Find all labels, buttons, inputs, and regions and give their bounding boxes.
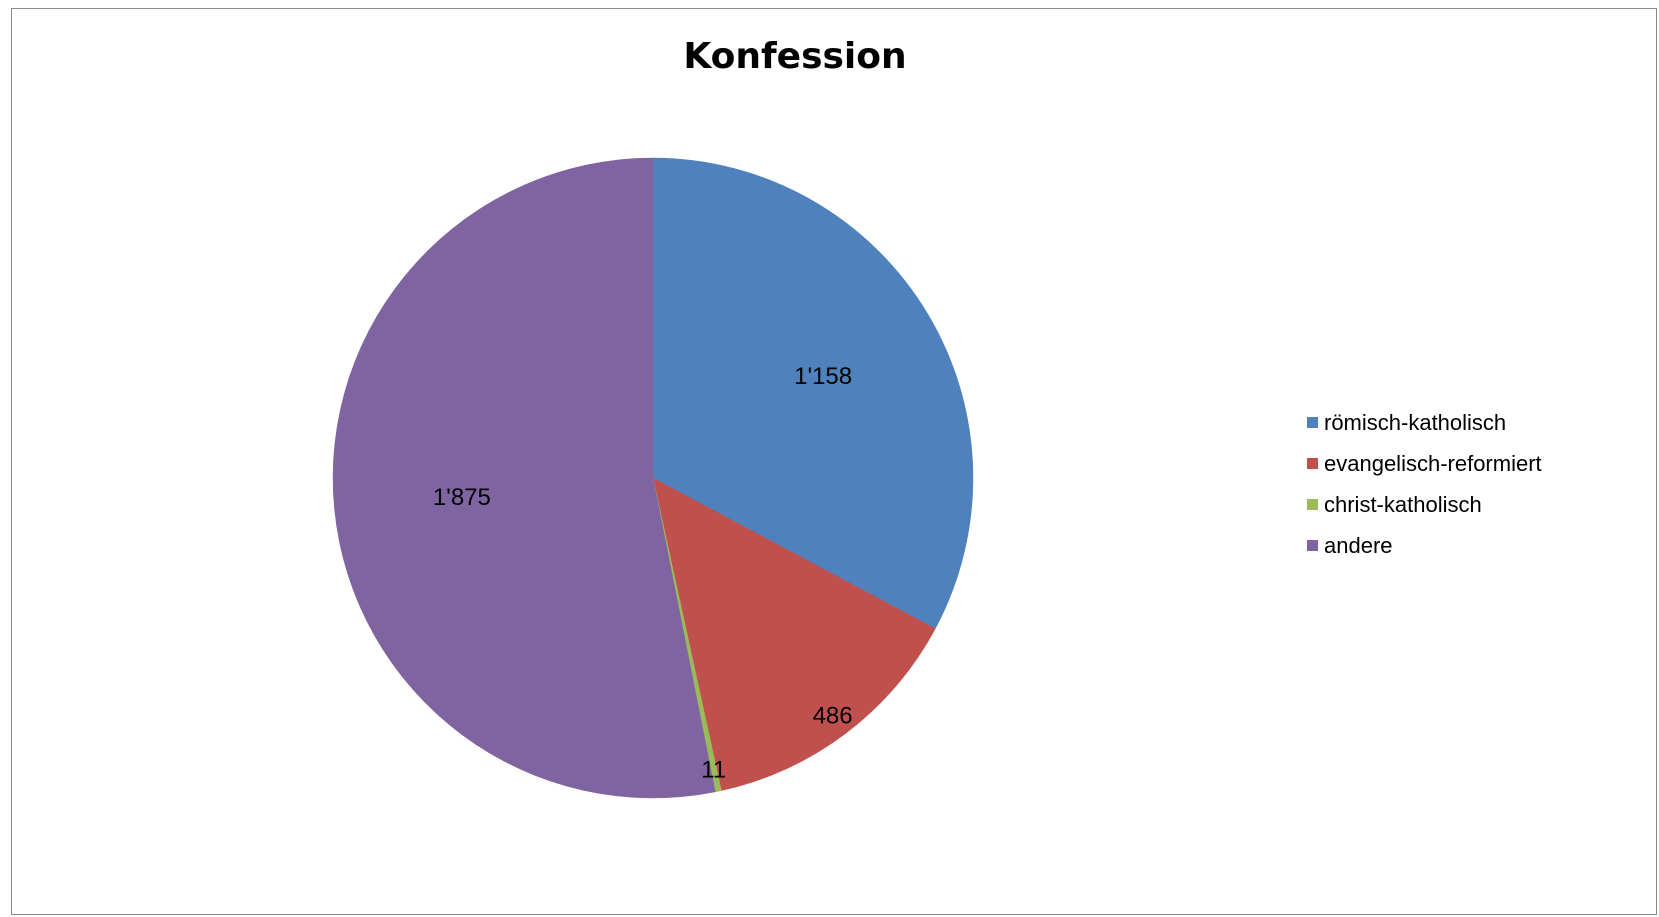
legend-swatch <box>1307 458 1318 469</box>
legend-swatch <box>1307 499 1318 510</box>
legend-label: evangelisch-reformiert <box>1324 450 1542 476</box>
pie-slice-1 <box>652 157 974 630</box>
pie-slices <box>332 157 974 799</box>
legend-label: andere <box>1324 532 1393 558</box>
legend-label: römisch-katholisch <box>1324 409 1507 435</box>
legend-swatch <box>1307 417 1318 428</box>
legend-swatch <box>1307 540 1318 551</box>
legend-item: christ-katholisch <box>1307 484 1542 525</box>
legend: römisch-katholisch evangelisch-reformiert… <box>1307 402 1542 566</box>
pie-data-labels: 1'158 486 11 1'875 <box>433 363 853 783</box>
data-label-2: 486 <box>813 702 853 729</box>
legend-item: evangelisch-reformiert <box>1307 443 1542 484</box>
data-label-3: 11 <box>701 756 726 783</box>
chart-title: Konfession <box>683 36 907 77</box>
data-label-1: 1'158 <box>794 363 852 390</box>
legend-label: christ-katholisch <box>1324 491 1482 517</box>
legend-item: andere <box>1307 525 1542 566</box>
pie-slice-4 <box>332 157 716 799</box>
legend-item: römisch-katholisch <box>1307 402 1542 443</box>
pie-slice-2 <box>652 477 936 791</box>
data-label-4: 1'875 <box>433 484 491 511</box>
